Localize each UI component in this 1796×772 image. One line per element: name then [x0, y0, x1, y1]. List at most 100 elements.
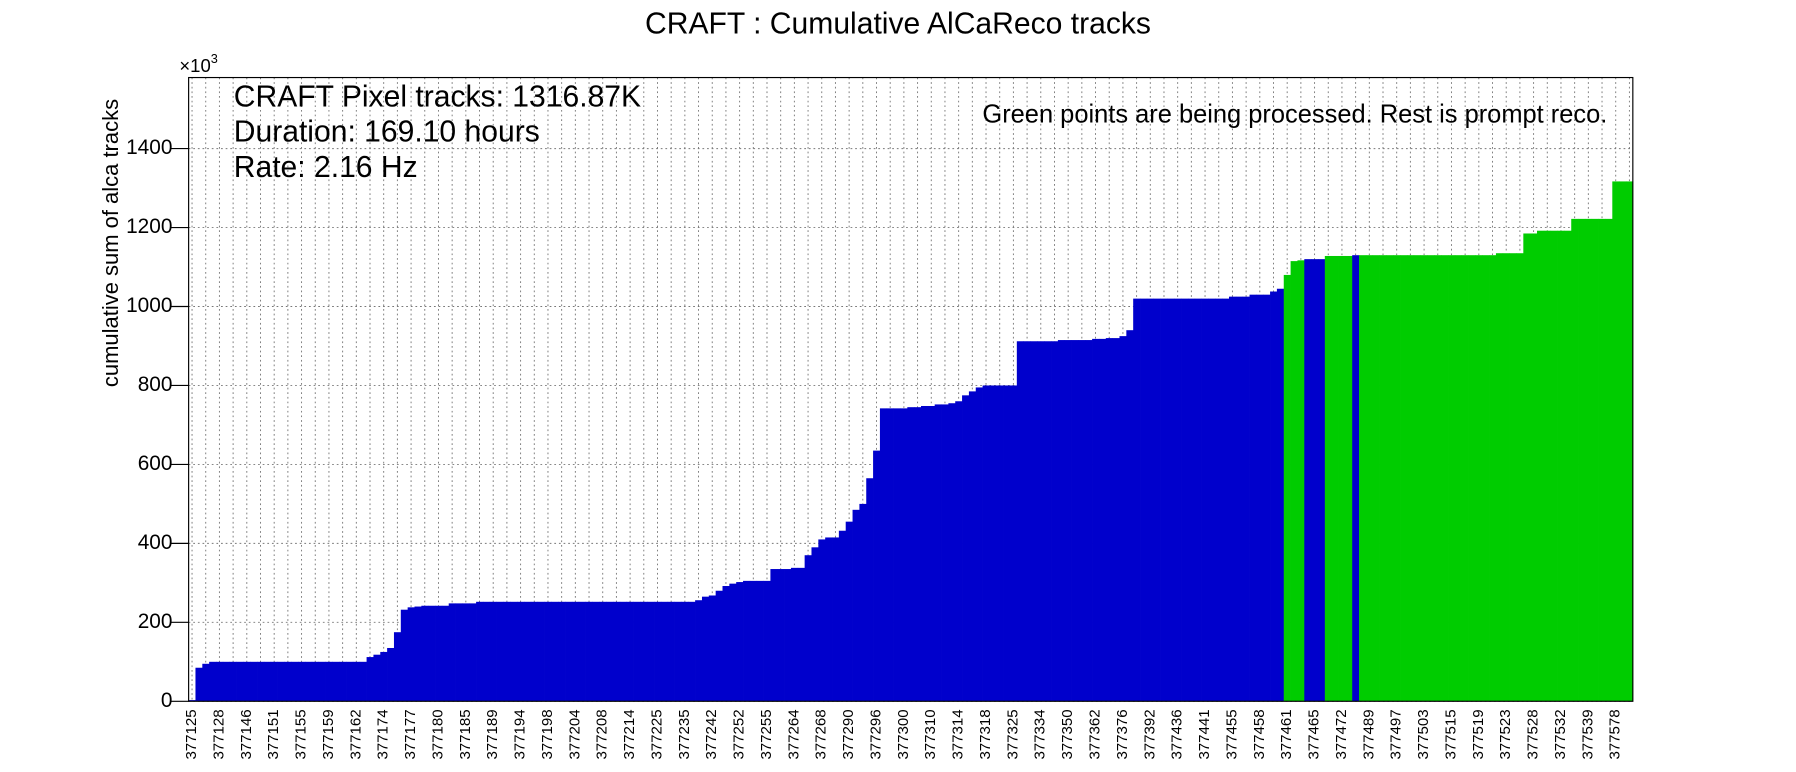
plot-frame [188, 76, 1634, 702]
y-multiplier-base: ×10 [179, 55, 210, 76]
x-tick-label: 377441 [1196, 709, 1213, 759]
x-tick-label: 377128 [210, 709, 227, 759]
x-tick-label: 377300 [895, 709, 912, 759]
x-tick-label: 377146 [238, 709, 255, 759]
bar [1420, 255, 1428, 702]
bar [756, 580, 764, 702]
bar [1598, 218, 1606, 702]
x-tick-label: 377325 [1004, 709, 1021, 759]
bar [188, 700, 196, 702]
bar [1044, 341, 1052, 702]
bar [1194, 298, 1202, 702]
bar [708, 595, 717, 702]
x-tick-label: 377528 [1525, 709, 1542, 759]
bar [907, 407, 915, 702]
x-tick-label: 377318 [977, 709, 994, 759]
y-tick-label: 1000 [126, 294, 172, 317]
bar [996, 385, 1004, 702]
x-tick-label: 377539 [1579, 709, 1596, 759]
bar [1085, 340, 1093, 702]
bar [318, 661, 326, 702]
bar [524, 601, 532, 702]
bar [1625, 181, 1634, 702]
bar [558, 601, 566, 702]
x-tick-label: 377155 [293, 709, 310, 759]
bar [462, 603, 470, 702]
bar [1612, 181, 1620, 702]
bar [428, 605, 436, 702]
y-tick-label: 1200 [126, 215, 172, 238]
bar [1092, 338, 1100, 702]
bar [1023, 341, 1031, 702]
bar [647, 601, 655, 702]
bar [544, 601, 552, 702]
x-tick-label: 377461 [1278, 709, 1295, 759]
bar [1222, 298, 1230, 702]
bar [729, 583, 737, 702]
bar [592, 601, 600, 702]
bar [1530, 233, 1538, 702]
x-tick-label: 377436 [1169, 709, 1186, 759]
y-tick-label: 200 [138, 610, 173, 633]
y-tick-label: 800 [138, 373, 173, 396]
bar [1591, 218, 1599, 702]
bar [920, 405, 929, 702]
bar [1003, 385, 1011, 702]
bar [407, 607, 415, 702]
x-tick-label: 377497 [1388, 709, 1405, 759]
bar [263, 661, 272, 702]
bar [825, 537, 833, 702]
bar [537, 601, 545, 702]
bar [1441, 255, 1449, 702]
bar [619, 601, 628, 702]
x-tick-label: 377225 [648, 709, 665, 759]
bar [1098, 338, 1107, 702]
bar [1229, 296, 1237, 702]
x-tick-label: 377214 [621, 709, 638, 759]
y-tick-label: 400 [138, 531, 173, 554]
bar [1372, 255, 1380, 702]
bar [845, 521, 853, 702]
bar [571, 601, 580, 702]
x-tick-label: 377503 [1415, 709, 1432, 759]
bar [1400, 255, 1408, 702]
bar [1605, 218, 1613, 702]
x-tick-label: 377578 [1607, 709, 1624, 759]
x-tick-label: 377523 [1497, 709, 1514, 759]
bar [1324, 255, 1333, 702]
bar [1235, 296, 1244, 702]
x-tick-label: 377151 [265, 709, 282, 759]
y-tick-label: 0 [161, 689, 173, 712]
x-tick-label: 377458 [1251, 709, 1268, 759]
bar [352, 661, 361, 702]
bar [373, 654, 381, 702]
bar [325, 661, 333, 702]
bar [1482, 255, 1490, 702]
bar [1502, 253, 1510, 702]
bar [400, 609, 408, 702]
bar [1393, 255, 1401, 702]
x-tick-label: 377174 [375, 709, 392, 759]
bar [1386, 255, 1394, 702]
bar [1174, 298, 1182, 702]
x-tick-label: 377185 [457, 709, 474, 759]
x-tick-label: 377242 [703, 709, 720, 759]
bar [715, 590, 723, 702]
x-tick-label: 377532 [1552, 709, 1569, 759]
bar [1557, 230, 1565, 702]
bar [565, 601, 573, 702]
bar [455, 603, 463, 702]
note: Green points are being processed. Rest i… [982, 100, 1607, 128]
bar [1153, 298, 1161, 702]
bar [749, 580, 758, 702]
bar [332, 661, 340, 702]
bar [202, 663, 210, 702]
bar [216, 661, 224, 702]
bar [1167, 298, 1175, 702]
bar [927, 405, 936, 702]
bar [277, 661, 285, 702]
bar [1215, 298, 1223, 702]
bar [1461, 255, 1469, 702]
